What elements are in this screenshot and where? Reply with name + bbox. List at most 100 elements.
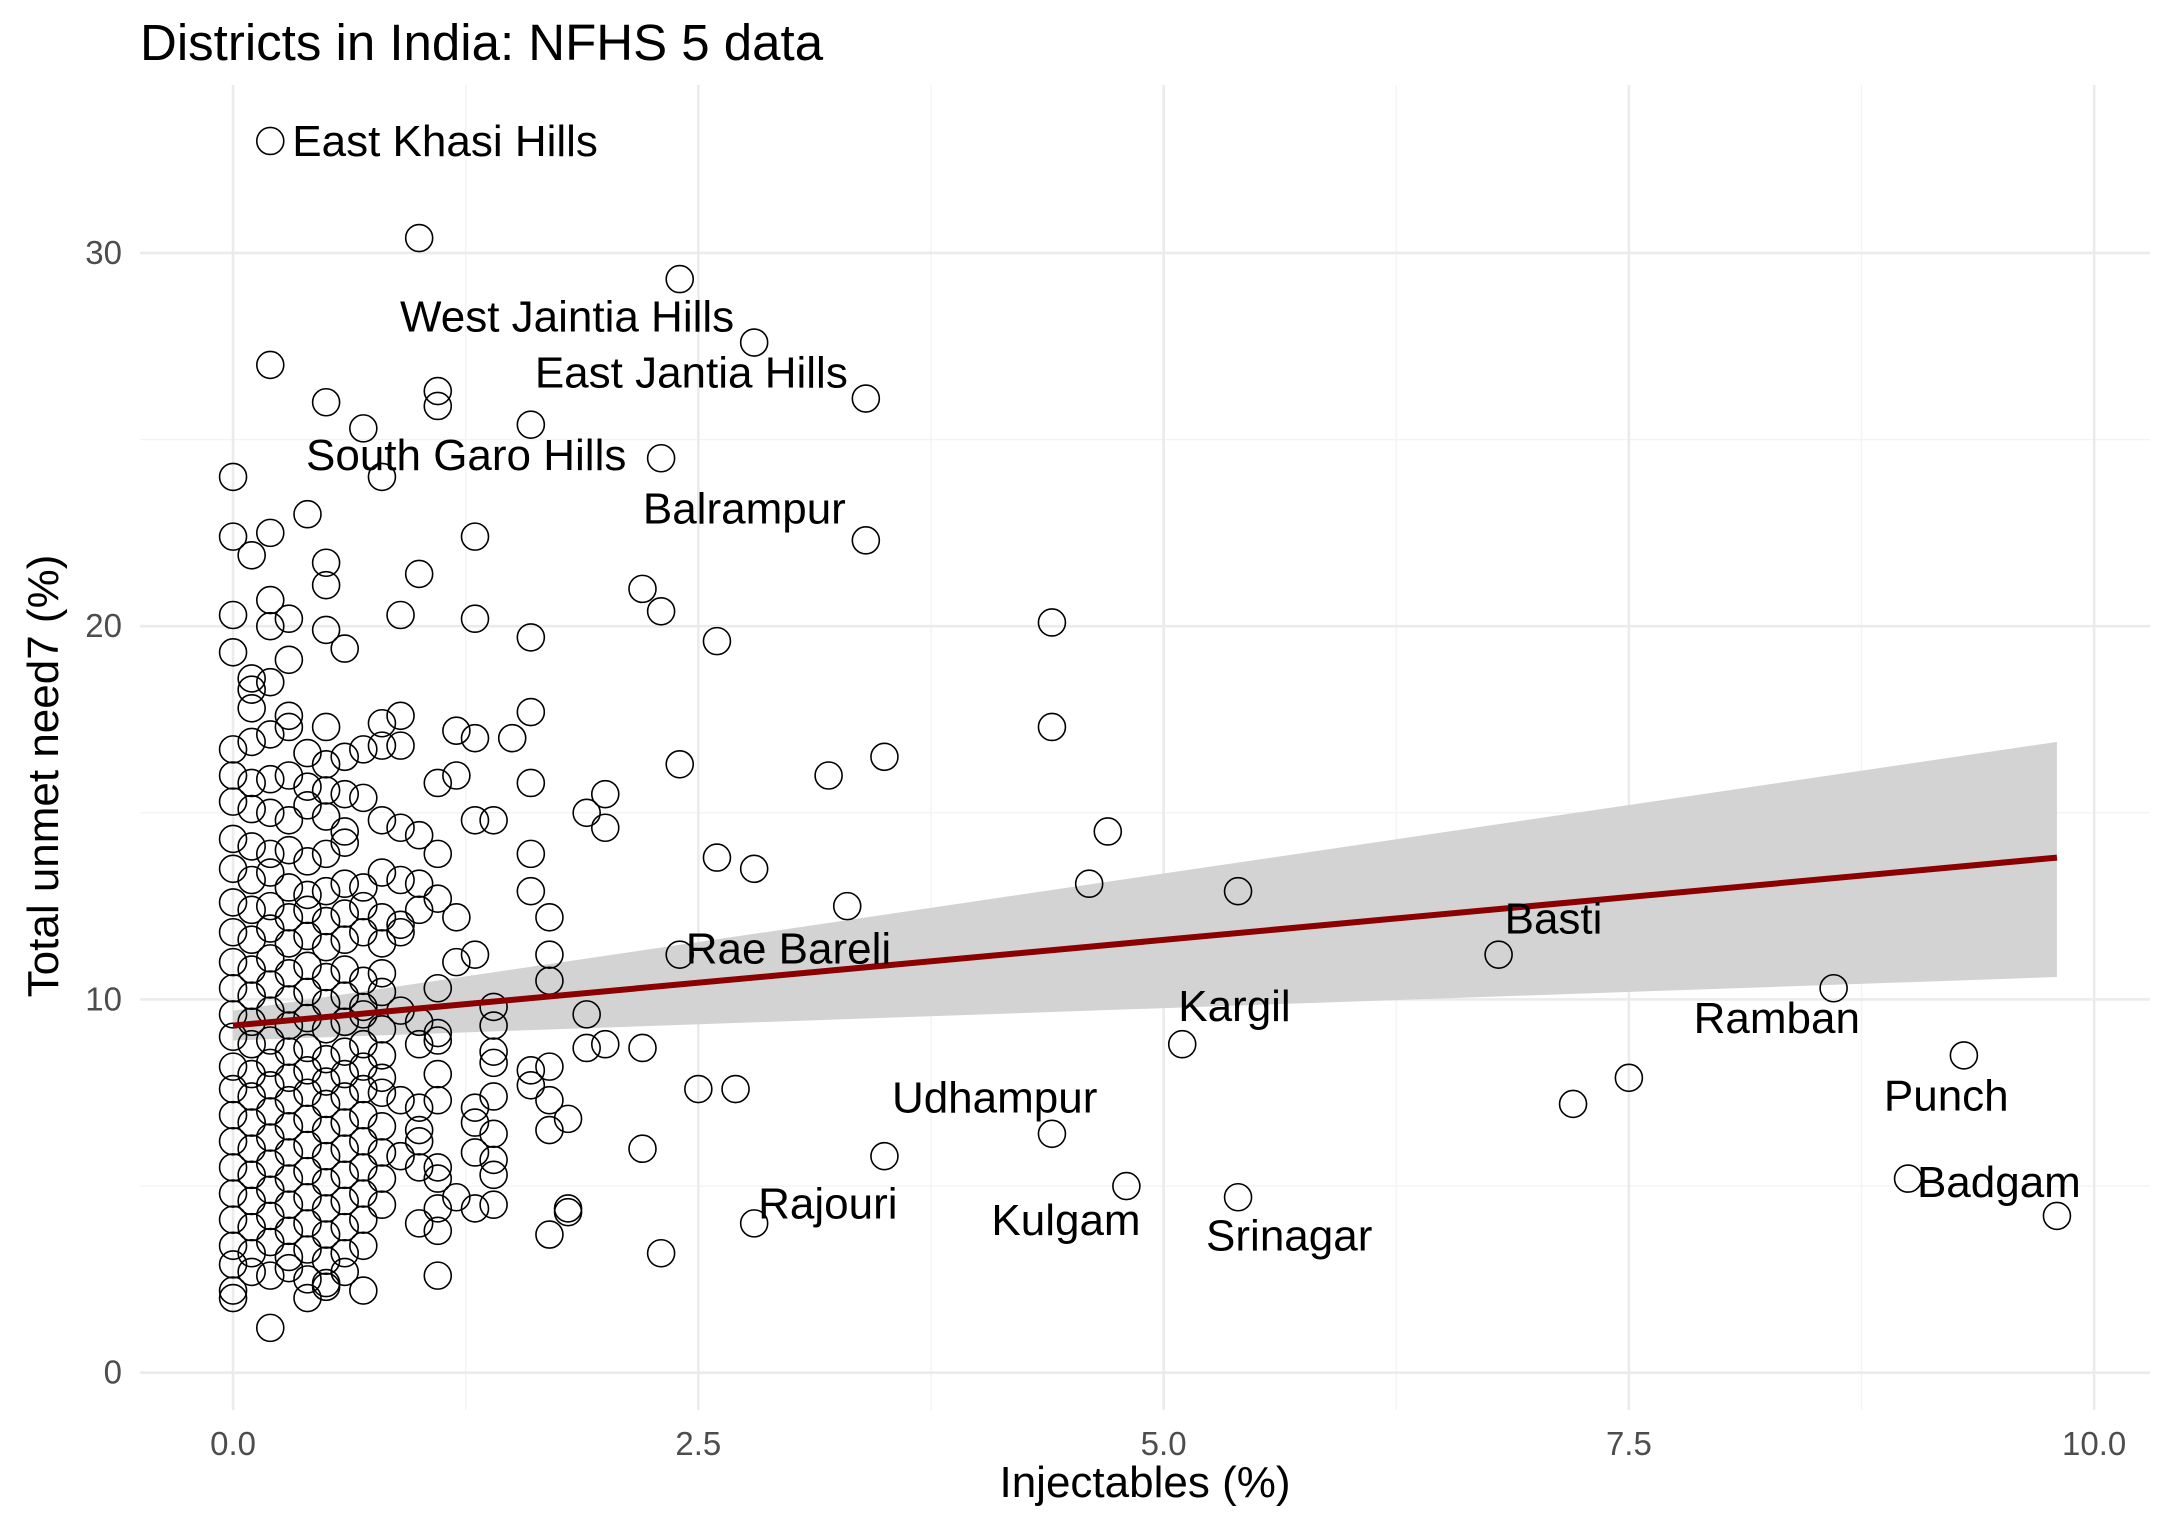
scatter-point bbox=[293, 880, 322, 910]
scatter-point bbox=[237, 1134, 266, 1164]
scatter-point bbox=[237, 1108, 266, 1137]
scatter-point bbox=[1819, 973, 1848, 1003]
point-label: Badgam bbox=[1917, 1158, 2081, 1207]
scatter-point bbox=[330, 1037, 360, 1066]
scatter-point bbox=[237, 1186, 266, 1216]
scatter-point bbox=[739, 854, 769, 884]
x-tick-label: 0.0 bbox=[210, 1425, 256, 1462]
scatter-point bbox=[404, 1115, 434, 1145]
scatter-point bbox=[218, 1000, 248, 1029]
scatter-point bbox=[255, 798, 285, 828]
scatter-point bbox=[684, 1074, 713, 1104]
scatter-point bbox=[218, 787, 248, 816]
scatter-point bbox=[367, 1014, 397, 1044]
scatter-point bbox=[274, 959, 304, 988]
scatter-point bbox=[293, 1130, 322, 1160]
scatter-point bbox=[1223, 1182, 1253, 1212]
scatter-point bbox=[218, 1153, 248, 1182]
point-label: Rajouri bbox=[758, 1179, 897, 1228]
scatter-point bbox=[516, 876, 546, 906]
scatter-point bbox=[330, 1238, 360, 1268]
scatter-point bbox=[274, 1085, 304, 1115]
scatter-point bbox=[665, 264, 695, 294]
scatter-point bbox=[274, 805, 304, 835]
scatter-point bbox=[851, 526, 881, 555]
scatter-point bbox=[218, 824, 248, 854]
scatter-point bbox=[218, 1250, 248, 1279]
x-tick-label: 5.0 bbox=[1141, 1425, 1187, 1462]
scatter-point bbox=[330, 1160, 360, 1190]
scatter-point bbox=[255, 858, 285, 887]
scatter-point bbox=[293, 847, 322, 876]
y-tick-label: 10 bbox=[85, 980, 122, 1017]
scatter-point bbox=[367, 731, 397, 760]
scatter-point bbox=[274, 604, 304, 634]
scatter-point bbox=[274, 1011, 304, 1040]
scatter-point bbox=[832, 891, 862, 921]
scatter-point bbox=[460, 1194, 490, 1223]
scatter-point bbox=[311, 1115, 341, 1145]
scatter-point bbox=[367, 1112, 397, 1141]
scatter-point bbox=[367, 1078, 397, 1108]
scatter-point bbox=[572, 1000, 601, 1029]
scatter-point bbox=[870, 742, 899, 772]
scatter-point bbox=[218, 1052, 248, 1081]
scatter-point bbox=[255, 126, 285, 156]
scatter-point bbox=[274, 835, 304, 865]
scatter-point bbox=[349, 1205, 378, 1234]
scatter-point bbox=[535, 1115, 564, 1145]
scatter-point bbox=[590, 779, 620, 809]
scatter-point bbox=[423, 391, 453, 421]
scatter-point bbox=[311, 932, 341, 962]
x-tick-label: 7.5 bbox=[1606, 1425, 1652, 1462]
scatter-point bbox=[218, 973, 248, 1003]
scatter-point bbox=[311, 802, 341, 831]
scatter-point bbox=[516, 623, 546, 652]
scatter-point bbox=[423, 376, 453, 406]
scatter-point bbox=[628, 1033, 657, 1063]
trend-line-group bbox=[232, 854, 2058, 1029]
scatter-point bbox=[237, 1212, 266, 1242]
scatter-point bbox=[535, 940, 564, 969]
scatter-point bbox=[293, 1265, 322, 1294]
scatter-point bbox=[293, 1056, 322, 1085]
scatter-point bbox=[479, 1037, 508, 1066]
scatter-point bbox=[404, 559, 434, 589]
scatter-point bbox=[367, 903, 397, 932]
point-labels: East Khasi Hills West Jaintia Hills East J… bbox=[292, 117, 2081, 1260]
scatter-point bbox=[237, 955, 266, 984]
scatter-point bbox=[255, 839, 285, 869]
scatter-point bbox=[702, 843, 732, 872]
y-tick-label: 30 bbox=[85, 234, 122, 271]
scatter-point bbox=[274, 1164, 304, 1193]
scatter-point bbox=[851, 384, 881, 413]
scatter-point bbox=[293, 1235, 322, 1264]
scatter-point bbox=[237, 865, 266, 895]
scatter-point bbox=[218, 600, 248, 630]
scatter-point bbox=[255, 1175, 285, 1205]
scatter-point bbox=[255, 944, 285, 973]
scatter-point bbox=[311, 776, 341, 805]
scatter-point bbox=[330, 1134, 360, 1164]
scatter-point bbox=[311, 712, 341, 742]
scatter-point bbox=[218, 854, 248, 884]
scatter-point bbox=[349, 1052, 378, 1081]
scatter-point bbox=[311, 1220, 341, 1249]
scatter-point bbox=[274, 1063, 304, 1093]
scatter-point bbox=[330, 1186, 360, 1216]
scatter-point bbox=[293, 1156, 322, 1186]
scatter-point bbox=[553, 1104, 583, 1134]
scatter-point bbox=[255, 891, 285, 921]
scatter-point bbox=[255, 1070, 285, 1100]
scatter-point bbox=[237, 832, 266, 861]
scatter-point bbox=[442, 716, 471, 746]
point-label: West Jaintia Hills bbox=[400, 293, 734, 342]
point-label: East Jantia Hills bbox=[535, 349, 848, 398]
scatter-point bbox=[293, 772, 322, 801]
scatter-point bbox=[349, 917, 378, 947]
scatter-point bbox=[386, 701, 415, 731]
scatter-point bbox=[1167, 1029, 1197, 1059]
scatter-point bbox=[349, 1100, 378, 1130]
point-label: Balrampur bbox=[643, 484, 846, 533]
scatter-point bbox=[293, 1078, 322, 1108]
